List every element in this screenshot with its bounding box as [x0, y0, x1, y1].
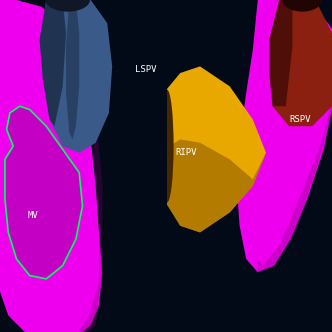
Polygon shape — [40, 0, 66, 126]
Text: MV: MV — [28, 211, 39, 220]
Polygon shape — [0, 0, 102, 332]
Polygon shape — [236, 0, 332, 272]
Text: RSPV: RSPV — [289, 115, 311, 124]
Polygon shape — [58, 0, 102, 332]
Polygon shape — [269, 0, 332, 126]
Text: RIPV: RIPV — [175, 148, 197, 157]
Text: LSPV: LSPV — [135, 65, 157, 74]
Polygon shape — [269, 0, 292, 106]
Polygon shape — [164, 66, 266, 232]
Polygon shape — [258, 0, 332, 272]
Polygon shape — [5, 106, 82, 279]
Ellipse shape — [160, 90, 174, 203]
Polygon shape — [66, 0, 79, 139]
Polygon shape — [164, 139, 266, 232]
Ellipse shape — [45, 0, 90, 12]
Polygon shape — [40, 0, 112, 153]
Ellipse shape — [283, 0, 322, 12]
